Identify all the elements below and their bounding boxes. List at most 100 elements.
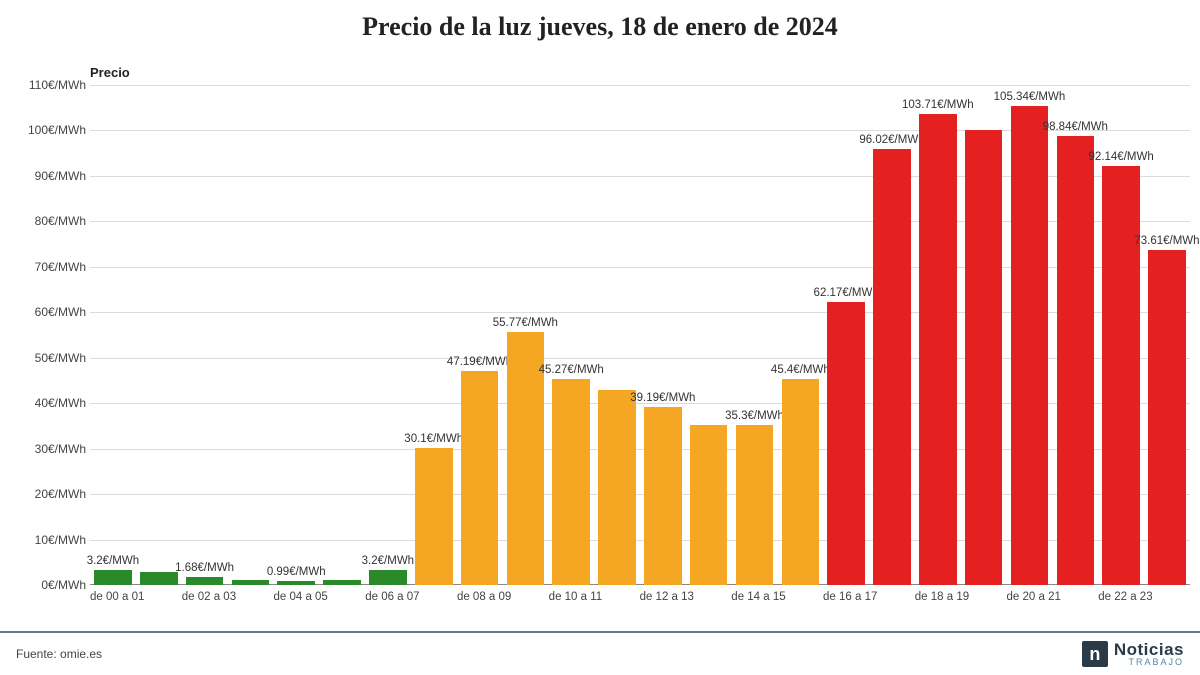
bar-slot xyxy=(961,85,1007,585)
bar: 3.2€/MWh xyxy=(94,570,132,585)
bar-slot: 62.17€/MWh xyxy=(823,85,869,585)
y-tick-label: 30€/MWh xyxy=(35,442,86,456)
bar-slot: 92.14€/MWh xyxy=(1098,85,1144,585)
y-tick-label: 0€/MWh xyxy=(41,578,86,592)
y-tick-label: 100€/MWh xyxy=(28,123,86,137)
bar: 103.71€/MWh xyxy=(919,114,957,585)
bar-slot: 0.99€/MWh xyxy=(273,85,319,585)
x-tick-label: de 10 a 11 xyxy=(549,585,603,610)
brand-logo: n Noticias TRABAJO xyxy=(1082,641,1184,667)
bar-value-label: 1.68€/MWh xyxy=(175,562,234,574)
plot-area: 0€/MWh 10€/MWh 20€/MWh 30€/MWh 40€/MWh 50€/MW… xyxy=(10,85,1190,610)
x-tick-label xyxy=(969,585,1006,610)
bar: 96.02€/MWh xyxy=(873,149,911,585)
bar: 30.1€/MWh xyxy=(415,448,453,585)
x-tick-label xyxy=(1153,585,1190,610)
bars-container: 3.2€/MWh1.68€/MWh0.99€/MWh3.2€/MWh30.1€/… xyxy=(90,85,1190,585)
y-tick-label: 70€/MWh xyxy=(35,260,86,274)
x-tick-label xyxy=(786,585,823,610)
brand-text: Noticias TRABAJO xyxy=(1114,641,1184,667)
x-axis: de 00 a 01 de 02 a 03 de 04 a 05 de 06 a 07… xyxy=(90,585,1190,610)
bar-value-label: 0.99€/MWh xyxy=(267,566,326,578)
bar-value-label: 3.2€/MWh xyxy=(87,555,139,567)
bar: 3.2€/MWh xyxy=(369,570,407,585)
bar-value-label: 73.61€/MWh xyxy=(1134,235,1199,247)
x-tick-label xyxy=(511,585,548,610)
bar-slot: 47.19€/MWh xyxy=(457,85,503,585)
bar-value-label: 45.4€/MWh xyxy=(771,364,830,376)
bar-slot: 45.27€/MWh xyxy=(548,85,594,585)
bar xyxy=(690,425,728,585)
bar: 39.19€/MWh xyxy=(644,407,682,585)
brand-sub: TRABAJO xyxy=(1114,658,1184,667)
bar-slot: 3.2€/MWh xyxy=(365,85,411,585)
bar-slot: 103.71€/MWh xyxy=(915,85,961,585)
bar-value-label: 3.2€/MWh xyxy=(362,555,414,567)
x-tick-label: de 22 a 23 xyxy=(1098,585,1152,610)
x-tick-label xyxy=(236,585,273,610)
bar: 98.84€/MWh xyxy=(1057,136,1095,585)
x-tick-label xyxy=(877,585,914,610)
bar: 105.34€/MWh xyxy=(1011,106,1049,585)
bar xyxy=(598,390,636,585)
x-tick-label xyxy=(420,585,457,610)
chart-title: Precio de la luz jueves, 18 de enero de … xyxy=(0,0,1200,46)
bar-slot: 55.77€/MWh xyxy=(502,85,548,585)
bar: 45.27€/MWh xyxy=(552,379,590,585)
brand-main: Noticias xyxy=(1114,641,1184,658)
bar-value-label: 30.1€/MWh xyxy=(404,433,463,445)
bar-slot: 3.2€/MWh xyxy=(90,85,136,585)
bar xyxy=(140,572,178,585)
x-tick-label xyxy=(694,585,731,610)
bar-slot: 39.19€/MWh xyxy=(640,85,686,585)
bar-slot xyxy=(594,85,640,585)
bar xyxy=(965,130,1003,585)
bar-slot xyxy=(227,85,273,585)
x-tick-label xyxy=(602,585,639,610)
bar-slot xyxy=(319,85,365,585)
bar: 62.17€/MWh xyxy=(827,302,865,585)
brand-icon: n xyxy=(1082,641,1108,667)
y-tick-label: 10€/MWh xyxy=(35,533,86,547)
x-tick-label: de 06 a 07 xyxy=(365,585,419,610)
bar-slot: 73.61€/MWh xyxy=(1144,85,1190,585)
bar-slot xyxy=(686,85,732,585)
bar: 73.61€/MWh xyxy=(1148,250,1186,585)
footer: Fuente: omie.es n Noticias TRABAJO xyxy=(0,631,1200,675)
bar: 35.3€/MWh xyxy=(736,425,774,585)
x-tick-label: de 04 a 05 xyxy=(273,585,327,610)
x-tick-label xyxy=(328,585,365,610)
legend-label: Precio xyxy=(90,65,130,80)
bar: 45.4€/MWh xyxy=(782,379,820,585)
x-tick-label: de 02 a 03 xyxy=(182,585,236,610)
x-tick-label: de 18 a 19 xyxy=(915,585,969,610)
x-tick-label: de 16 a 17 xyxy=(823,585,877,610)
x-tick-label: de 20 a 21 xyxy=(1007,585,1061,610)
bar-slot xyxy=(136,85,182,585)
bar: 47.19€/MWh xyxy=(461,371,499,586)
x-tick-label: de 08 a 09 xyxy=(457,585,511,610)
x-tick-label: de 00 a 01 xyxy=(90,585,144,610)
y-tick-label: 110€/MWh xyxy=(29,78,86,92)
bar-value-label: 35.3€/MWh xyxy=(725,410,784,422)
y-tick-label: 80€/MWh xyxy=(35,214,86,228)
y-tick-label: 50€/MWh xyxy=(35,351,86,365)
y-tick-label: 60€/MWh xyxy=(35,305,86,319)
x-tick-label xyxy=(1061,585,1098,610)
y-axis: 0€/MWh10€/MWh20€/MWh30€/MWh40€/MWh50€/MW… xyxy=(10,85,90,585)
y-tick-label: 20€/MWh xyxy=(35,487,86,501)
bar-slot: 35.3€/MWh xyxy=(732,85,778,585)
bar-slot: 45.4€/MWh xyxy=(777,85,823,585)
x-tick-label xyxy=(144,585,181,610)
bar-slot: 105.34€/MWh xyxy=(1007,85,1053,585)
bar: 1.68€/MWh xyxy=(186,577,224,585)
source-text: Fuente: omie.es xyxy=(16,647,102,661)
bar-slot: 1.68€/MWh xyxy=(182,85,228,585)
bar: 92.14€/MWh xyxy=(1102,166,1140,585)
x-tick-label: de 14 a 15 xyxy=(731,585,785,610)
y-tick-label: 40€/MWh xyxy=(35,396,86,410)
bar-slot: 30.1€/MWh xyxy=(411,85,457,585)
y-tick-label: 90€/MWh xyxy=(35,169,86,183)
x-tick-label: de 12 a 13 xyxy=(640,585,694,610)
bar-slot: 96.02€/MWh xyxy=(869,85,915,585)
